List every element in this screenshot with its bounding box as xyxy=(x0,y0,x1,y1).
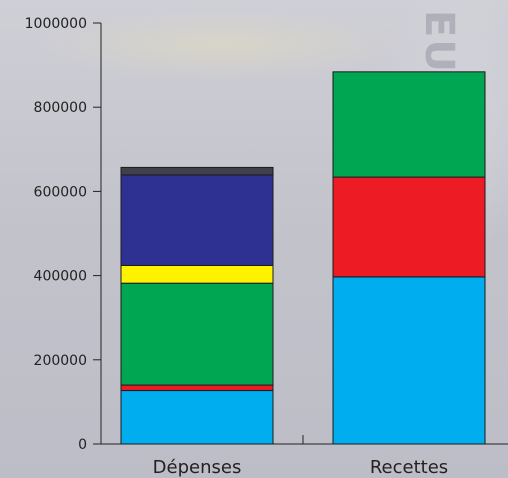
bar-segment-depenses-2 xyxy=(120,282,274,386)
chart-labels: 0 200000 400000 600000 800000 1000000 Dépenses… xyxy=(25,16,449,478)
bar-segment-recettes-2 xyxy=(332,71,486,178)
y-tick-label: 200000 xyxy=(34,353,87,369)
y-tick-label: 800000 xyxy=(34,100,87,116)
x-category-label: Dépenses xyxy=(153,457,242,478)
bar-segment-depenses-1 xyxy=(120,384,274,392)
bar-segment-recettes-0 xyxy=(332,276,486,445)
bar-segment-depenses-0 xyxy=(120,390,274,445)
bar-segment-depenses-3 xyxy=(120,264,274,284)
bar-segment-recettes-1 xyxy=(332,176,486,278)
x-category-label: Recettes xyxy=(370,457,448,478)
y-tick-label: 600000 xyxy=(34,184,87,200)
y-tick-label: 0 xyxy=(78,437,87,453)
bar-segment-depenses-5 xyxy=(120,166,274,176)
chart-bars xyxy=(120,71,486,445)
y-tick-label: 400000 xyxy=(34,269,87,285)
y-tick-label: 1000000 xyxy=(25,16,87,32)
bar-segment-depenses-4 xyxy=(120,174,274,266)
